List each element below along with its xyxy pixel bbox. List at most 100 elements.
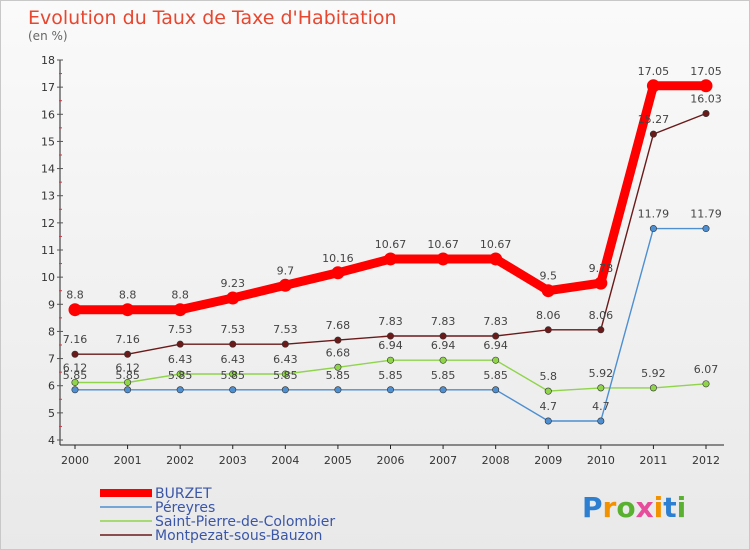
data-label: 6.43: [221, 353, 246, 366]
data-label: 9.7: [277, 264, 295, 277]
series-point-3: [124, 350, 132, 358]
series-point-1: [386, 386, 394, 394]
series-point-3: [176, 340, 184, 348]
data-labels: 6.12 6.126.43 6.43 6.436.686.94 6.94 6.945.8 5…: [63, 65, 722, 413]
series-point-2: [71, 378, 79, 386]
data-label: 10.67: [480, 238, 512, 251]
y-tick-label: 18: [41, 54, 55, 67]
data-label: 8.06: [536, 309, 561, 322]
series-point-0: [384, 252, 397, 266]
series-point-1: [597, 417, 605, 425]
series-line-0: [70, 81, 711, 315]
data-label: 16.03: [690, 92, 722, 105]
data-label: 6.94: [483, 339, 508, 352]
data-label: 4.7: [540, 400, 558, 413]
series-point-1: [649, 225, 657, 233]
data-label: 5.85: [273, 369, 298, 382]
data-label: 9.23: [221, 277, 246, 290]
data-label: 17.05: [690, 65, 722, 78]
data-label: 5.85: [63, 369, 88, 382]
data-label: 8.8: [171, 289, 189, 302]
x-tick-label: 2011: [639, 454, 667, 467]
series-point-3: [544, 326, 552, 334]
brand-letter: t: [663, 491, 676, 524]
series-point-2: [702, 380, 710, 388]
legend-label-0: BURZET: [155, 486, 212, 502]
chart-subtitle: (en %): [28, 29, 68, 43]
data-label: 6.43: [168, 353, 193, 366]
series-point-2: [281, 370, 289, 378]
series-point-1: [229, 386, 237, 394]
series-point-2: [124, 378, 132, 386]
data-label: 7.83: [431, 315, 456, 328]
data-label: 6.94: [431, 339, 456, 352]
brand-letter: i: [654, 491, 664, 524]
series-point-2: [439, 356, 447, 364]
data-label: 10.67: [375, 238, 407, 251]
x-tick-label: 2004: [271, 454, 299, 467]
series-point-2: [334, 363, 342, 371]
y-tick-label: 17: [41, 81, 55, 94]
data-label: 7.53: [168, 323, 193, 336]
x-tick-label: 2012: [692, 454, 720, 467]
legend-label-3: Montpezat-sous-Bauzon: [155, 528, 322, 544]
y-tick-label: 8: [48, 325, 55, 338]
data-label: 7.53: [273, 323, 298, 336]
series-point-2: [544, 387, 552, 395]
series-point-3: [71, 350, 79, 358]
brand-letter: x: [636, 491, 654, 524]
series-layer: [68, 79, 713, 425]
data-label: 5.85: [221, 369, 246, 382]
series-point-2: [649, 384, 657, 392]
series-point-0: [646, 79, 660, 93]
data-label: 6.12: [63, 361, 88, 374]
x-tick-label: 2006: [377, 454, 405, 467]
data-label: 5.8: [540, 370, 558, 383]
x-tick-label: 2010: [587, 454, 615, 467]
data-label: 15.27: [638, 113, 670, 126]
y-tick-label: 10: [41, 271, 55, 284]
data-label: 6.94: [378, 339, 403, 352]
data-label: 4.7: [592, 400, 610, 413]
y-tick-label: 12: [41, 217, 55, 230]
series-point-1: [334, 386, 342, 394]
brand-letter: o: [616, 491, 635, 524]
series-point-3: [386, 332, 394, 340]
series-point-0: [173, 303, 187, 317]
series-point-1: [124, 386, 132, 394]
axes: 4 5 6 7 8 9 10 11 12 13 14 15 16 17 18 2000 2001 2002 2003…: [41, 54, 724, 467]
series-point-2: [176, 370, 184, 378]
series-point-1: [176, 386, 184, 394]
series-point-0: [121, 303, 135, 317]
data-label: 7.16: [63, 333, 88, 346]
series-point-1: [71, 386, 79, 394]
series-point-3: [281, 340, 289, 348]
series-point-0: [489, 252, 503, 266]
series-point-0: [278, 278, 292, 292]
series-point-0: [68, 303, 82, 317]
data-label: 5.85: [326, 369, 351, 382]
series-point-0: [331, 266, 345, 280]
series-point-3: [439, 332, 447, 340]
y-tick-label: 7: [48, 353, 55, 366]
brand-letter: r: [603, 491, 617, 524]
data-label: 6.12: [115, 361, 140, 374]
data-label: 5.85: [168, 369, 193, 382]
data-label: 8.8: [66, 289, 84, 302]
data-label: 6.07: [694, 363, 719, 376]
data-label: 5.85: [483, 369, 508, 382]
data-label: 8.06: [589, 309, 614, 322]
series-point-1: [492, 386, 500, 394]
x-tick-label: 2009: [534, 454, 562, 467]
data-label: 5.92: [641, 367, 666, 380]
x-tick-label: 2003: [219, 454, 247, 467]
series-point-2: [386, 356, 394, 364]
y-tick-label: 6: [48, 380, 55, 393]
series-point-2: [492, 356, 500, 364]
series-point-3: [334, 336, 342, 344]
y-tick-label: 16: [41, 108, 55, 121]
x-tick-label: 2000: [61, 454, 89, 467]
series-point-2: [597, 384, 605, 392]
